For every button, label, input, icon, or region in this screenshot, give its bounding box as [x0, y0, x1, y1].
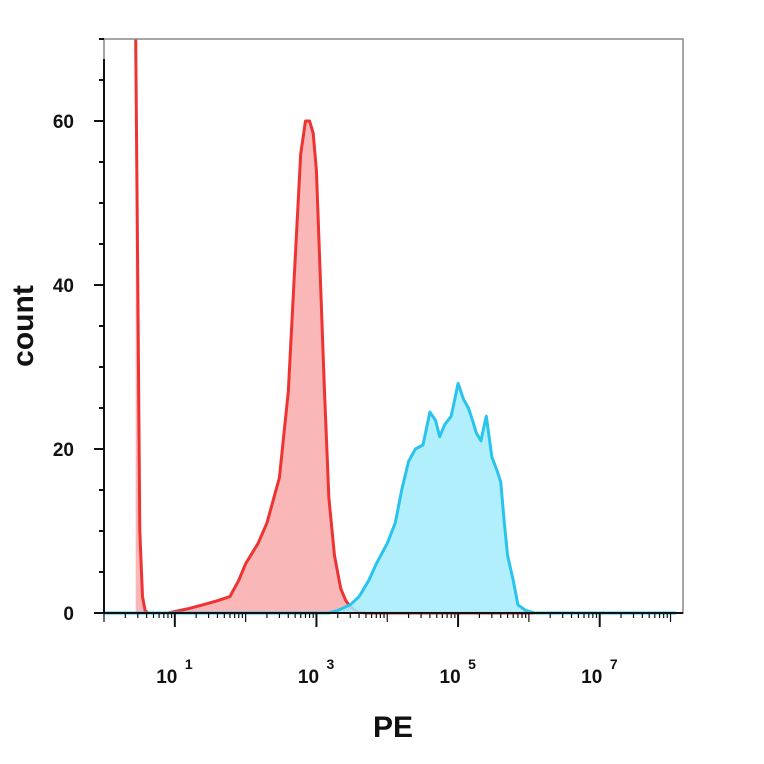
- y-tick-label: 40: [53, 276, 74, 297]
- x-tick-exponent: 7: [610, 656, 618, 672]
- x-tick-exponent: 5: [468, 656, 476, 672]
- x-tick-label: 10: [440, 667, 461, 688]
- plot-series: [104, 38, 677, 615]
- x-tick-label: 10: [581, 667, 602, 688]
- x-tick-exponent: 1: [185, 656, 193, 672]
- y-tick-label: 0: [63, 604, 74, 625]
- y-axis: 0 20 40 60: [53, 38, 105, 625]
- x-tick-label: 10: [298, 667, 319, 688]
- x-tick-label: 10: [156, 667, 177, 688]
- x-axis-title: PE: [373, 711, 413, 744]
- y-tick-label: 20: [53, 440, 74, 461]
- y-axis-title: count: [7, 285, 40, 367]
- x-tick-exponent: 3: [327, 656, 335, 672]
- series-2-area: [104, 383, 677, 613]
- y-tick-label: 60: [53, 112, 74, 133]
- x-axis: 10 1 10 3 10 5 10 7: [103, 612, 683, 688]
